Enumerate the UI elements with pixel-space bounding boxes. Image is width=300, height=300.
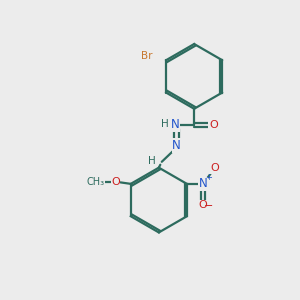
Text: O: O [209, 120, 218, 130]
Text: O: O [199, 200, 208, 210]
Text: +: + [205, 173, 212, 182]
Text: N: N [199, 177, 208, 190]
Text: O: O [111, 177, 120, 187]
Text: −: − [204, 201, 214, 211]
Text: Br: Br [141, 51, 153, 61]
Text: H: H [148, 156, 156, 166]
Text: N: N [171, 118, 179, 131]
Text: H: H [161, 119, 169, 129]
Text: O: O [210, 163, 219, 173]
Text: CH₃: CH₃ [86, 177, 104, 187]
Text: N: N [172, 139, 181, 152]
